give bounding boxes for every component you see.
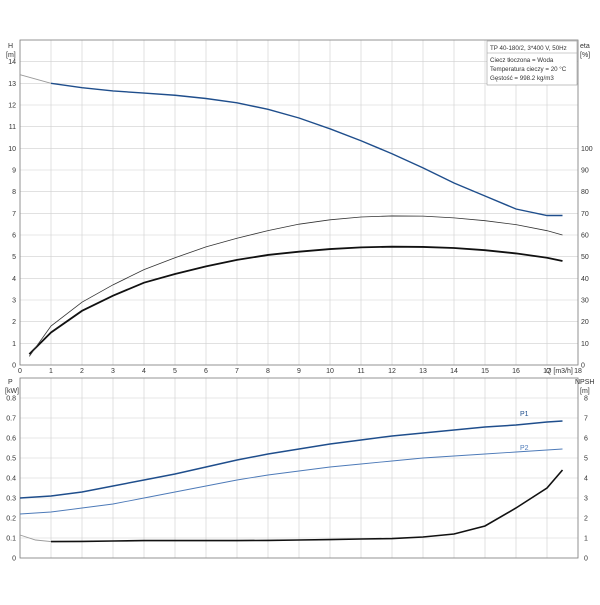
top-yunit: [m] [6,52,16,59]
top-x-tick-label: 12 [388,368,396,375]
legend-line-density: Gęstość = 998.2 kg/m3 [490,75,554,82]
bottom-y-tick-label: 0.5 [6,456,16,463]
legend-title: TP 40-180/2, 3*400 V, 50Hz [490,45,567,52]
top-plot-frame [19,39,579,366]
top-x-tick-label: 9 [297,368,301,375]
bottom-y2label: NPSH [575,379,594,386]
top-ylabel: H [8,43,13,50]
bottom-y-tick-label: 0.2 [6,516,16,523]
top-y-tick-label: 10 [8,146,16,153]
head-curve [50,82,563,217]
top-x-tick-label: 10 [326,368,334,375]
top-x-tick-label: 17 [543,368,551,375]
top-y2-tick-label: 0 [581,363,585,370]
bottom-y-tick-label: 0.8 [6,396,16,403]
bottom-y2-tick-label: 3 [584,496,588,503]
top-y2-tick-label: 50 [581,254,589,261]
bottom-y-tick-label: 0.6 [6,436,16,443]
bottom-yunit: [kW] [5,388,19,395]
top-y-tick-label: 3 [12,298,16,305]
bottom-y2-tick-label: 4 [584,476,588,483]
npsh-curve [50,469,564,543]
top-x-tick-label: 1 [49,368,53,375]
top-x-tick-label: 2 [80,368,84,375]
top-y-tick-label: 9 [12,168,16,175]
top-y-tick-label: 11 [9,124,16,131]
top-y2-tick-label: 100 [581,146,593,153]
top-x-tick-label: 18 [574,368,582,375]
head-curve-extension [19,74,52,84]
bottom-y-tick-label: 0.7 [6,416,16,423]
legend-line-temperature: Temperatura cieczy = 20 °C [490,66,567,73]
top-y-tick-label: 6 [12,233,16,240]
top-x-tick-label: 15 [481,368,489,375]
bottom-y2-tick-label: 8 [584,396,588,403]
top-y-tick-label: 5 [12,254,16,261]
top-y2-tick-labels: 0 10 20 30 40 50 60 70 80 90 100 [581,146,593,370]
bottom-y2-tick-label: 2 [584,516,588,523]
bottom-y-tick-label: 0 [12,556,16,563]
top-x-tick-label: 5 [173,368,177,375]
top-y2unit: [%] [580,52,590,59]
top-x-tick-label: 8 [266,368,270,375]
top-y2-tick-label: 30 [581,298,589,305]
legend-line-liquid: Ciecz tłoczona = Woda [490,57,554,64]
efficiency-curve-thin [28,215,563,357]
top-y-tick-label: 1 [12,341,16,348]
top-x-tick-label: 6 [204,368,208,375]
top-y2-tick-label: 10 [581,341,589,348]
p1-series-label: P1 [520,411,529,418]
top-y-tick-label: 2 [12,319,16,326]
bottom-y2-tick-label: 1 [584,536,588,543]
top-x-tick-label: 0 [18,368,22,375]
p2-curve [19,448,563,515]
bottom-y-tick-label: 0.3 [6,496,16,503]
bottom-y2-tick-label: 6 [584,436,588,443]
top-y-tick-label: 14 [8,59,16,66]
bottom-y2unit: [m] [580,388,590,395]
bottom-y2-tick-label: 7 [584,416,588,423]
bottom-y2-tick-label: 0 [584,556,588,563]
legend-box: TP 40-180/2, 3*400 V, 50Hz Ciecz tłoczon… [486,40,578,86]
top-y-tick-label: 12 [8,103,16,110]
top-y2-tick-label: 70 [581,211,589,218]
top-y2-tick-label: 40 [581,276,589,283]
top-x-tick-label: 3 [111,368,115,375]
bottom-y2-tick-labels: 0 1 2 3 4 5 6 7 8 [584,396,588,563]
efficiency-curve-thick [28,245,563,355]
top-x-tick-label: 16 [512,368,520,375]
top-y-tick-label: 4 [12,276,16,283]
top-x-tick-label: 4 [142,368,146,375]
bottom-ylabel: P [8,379,13,386]
top-y-tick-label: 0 [12,363,16,370]
top-y-tick-label: 7 [12,211,16,218]
top-y2-tick-label: 20 [581,319,589,326]
top-y2-tick-label: 60 [581,233,589,240]
npsh-curve-extension [19,534,52,543]
top-y2label: eta [580,43,590,50]
top-y-tick-label: 13 [8,81,16,88]
top-y2-tick-label: 90 [581,168,589,175]
bottom-y-tick-labels: 0 0.1 0.2 0.3 0.4 0.5 0.6 0.7 0.8 [6,396,16,563]
p1-curve [19,420,563,499]
bottom-plot-frame [19,377,579,559]
bottom-y2-tick-label: 5 [584,456,588,463]
curves [19,74,564,543]
bottom-y-tick-label: 0.4 [6,476,16,483]
top-y2-tick-label: 80 [581,189,589,196]
bottom-y-tick-label: 0.1 [6,536,16,543]
p2-series-label: P2 [520,445,529,452]
top-x-tick-label: 13 [419,368,427,375]
top-y-tick-label: 8 [12,189,16,196]
top-x-tick-labels: 0 1 2 3 4 5 6 7 8 9 10 11 12 13 14 15 16 17 18 [18,368,582,375]
top-x-tick-label: 7 [235,368,239,375]
top-x-tick-label: 14 [450,368,458,375]
top-x-tick-label: 11 [357,368,364,375]
top-xlabel: Q [m3/h] [546,368,573,375]
